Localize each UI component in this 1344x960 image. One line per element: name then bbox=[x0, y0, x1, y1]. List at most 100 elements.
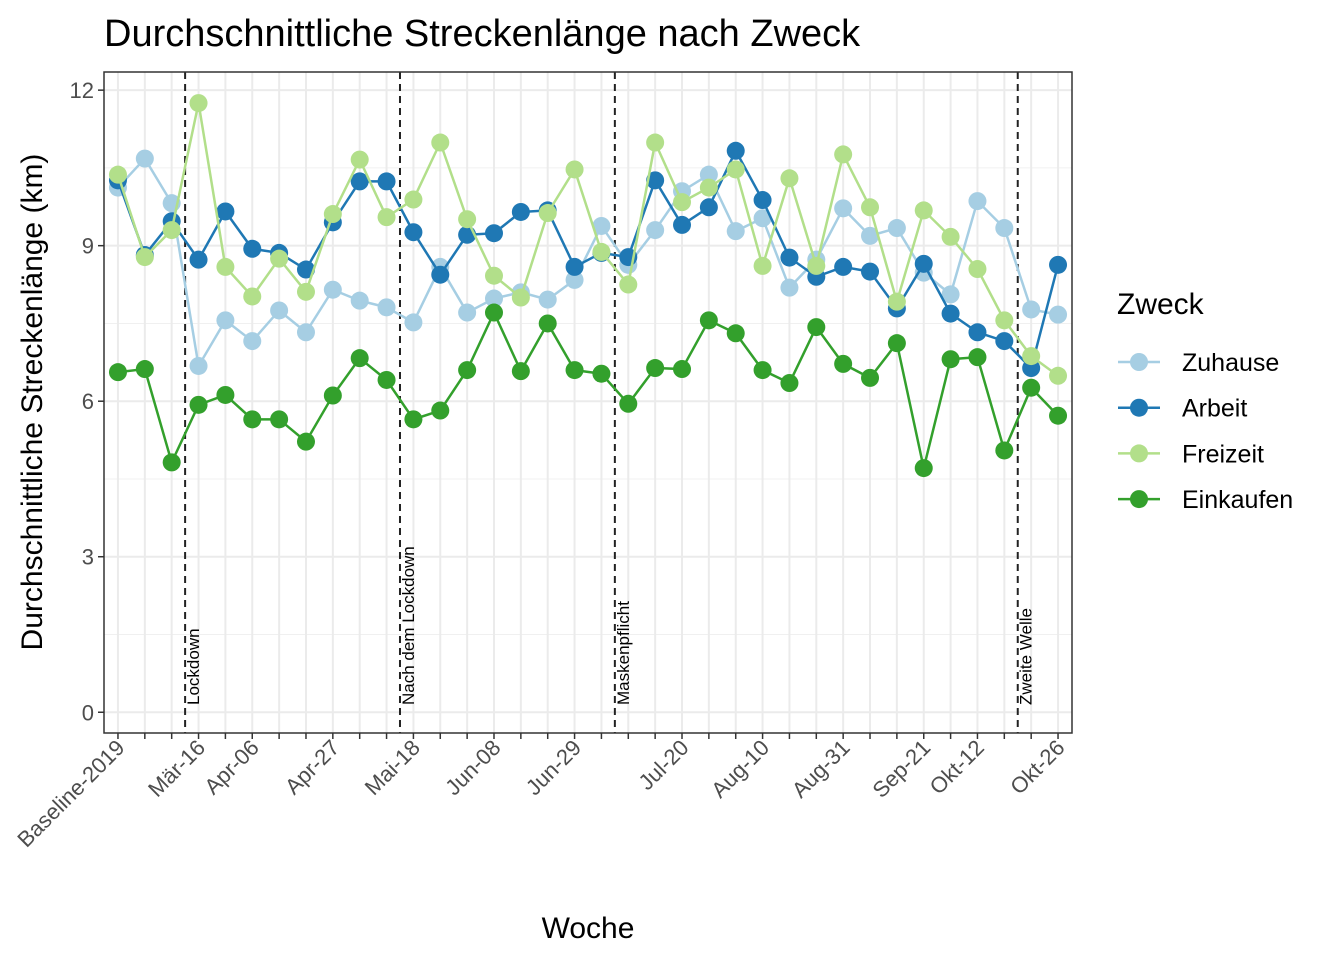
x-tick-label: Aug-10 bbox=[706, 735, 774, 803]
data-point bbox=[511, 362, 530, 381]
data-point bbox=[458, 361, 477, 380]
data-point bbox=[968, 348, 987, 367]
data-point bbox=[243, 239, 262, 258]
x-axis-label: Woche bbox=[542, 912, 635, 945]
data-point bbox=[673, 193, 692, 212]
data-point bbox=[726, 141, 745, 160]
data-point bbox=[941, 227, 960, 246]
data-point bbox=[834, 145, 853, 164]
x-tick-label: Mär-16 bbox=[143, 735, 210, 802]
data-point bbox=[162, 453, 181, 472]
data-point bbox=[699, 311, 718, 330]
x-tick-label: Aug-31 bbox=[787, 735, 855, 803]
data-point bbox=[995, 311, 1014, 330]
data-point bbox=[941, 350, 960, 369]
data-point bbox=[296, 260, 315, 279]
annotation-label: Lockdown bbox=[184, 628, 203, 705]
data-point bbox=[646, 133, 665, 152]
data-point bbox=[995, 219, 1014, 238]
data-point bbox=[189, 94, 208, 113]
data-point bbox=[377, 172, 396, 191]
data-point bbox=[404, 190, 423, 209]
data-point bbox=[108, 363, 127, 382]
data-point bbox=[511, 202, 530, 221]
data-point bbox=[243, 410, 262, 429]
data-point bbox=[1022, 378, 1041, 397]
legend-key-point bbox=[1130, 398, 1148, 417]
data-point bbox=[753, 209, 772, 228]
data-point bbox=[484, 224, 503, 243]
data-point bbox=[538, 204, 557, 223]
data-point bbox=[296, 323, 315, 342]
data-point bbox=[350, 349, 369, 368]
y-tick-label: 6 bbox=[82, 389, 94, 414]
x-tick-label: Jun-29 bbox=[521, 735, 586, 800]
data-point bbox=[780, 278, 799, 297]
data-point bbox=[216, 257, 235, 276]
data-point bbox=[484, 266, 503, 285]
data-point bbox=[296, 282, 315, 301]
data-point bbox=[699, 178, 718, 197]
x-tick-label: Okt-12 bbox=[925, 735, 989, 799]
data-point bbox=[968, 323, 987, 342]
data-point bbox=[189, 250, 208, 269]
data-point bbox=[726, 222, 745, 241]
annotation-label: Nach dem Lockdown bbox=[399, 546, 418, 705]
data-point bbox=[350, 172, 369, 191]
data-point bbox=[458, 210, 477, 229]
data-point bbox=[323, 205, 342, 224]
data-point bbox=[458, 303, 477, 322]
data-point bbox=[565, 257, 584, 276]
data-point bbox=[861, 262, 880, 281]
data-point bbox=[404, 223, 423, 242]
data-point bbox=[592, 216, 611, 235]
x-tick-label: Sep-21 bbox=[867, 735, 935, 803]
data-point bbox=[1049, 255, 1068, 274]
data-point bbox=[431, 265, 450, 284]
data-point bbox=[887, 292, 906, 311]
x-tick-label: Okt-26 bbox=[1005, 735, 1069, 799]
data-point bbox=[592, 364, 611, 383]
data-point bbox=[780, 248, 799, 267]
data-point bbox=[216, 311, 235, 330]
data-point bbox=[753, 191, 772, 210]
data-point bbox=[673, 215, 692, 234]
data-point bbox=[404, 410, 423, 429]
data-point bbox=[1049, 305, 1068, 324]
data-point bbox=[538, 314, 557, 333]
data-point bbox=[377, 208, 396, 227]
data-point bbox=[834, 199, 853, 218]
data-point bbox=[619, 275, 638, 294]
data-point bbox=[565, 160, 584, 179]
data-point bbox=[135, 149, 154, 168]
data-point bbox=[887, 219, 906, 238]
y-tick-label: 9 bbox=[82, 234, 94, 259]
data-point bbox=[699, 198, 718, 217]
data-point bbox=[270, 410, 289, 429]
data-point bbox=[270, 301, 289, 320]
data-point bbox=[377, 298, 396, 317]
data-point bbox=[673, 360, 692, 379]
annotation-label: Zweite Welle bbox=[1017, 608, 1036, 705]
x-tick-label: Jun-08 bbox=[440, 735, 505, 800]
data-point bbox=[995, 441, 1014, 460]
data-point bbox=[484, 303, 503, 322]
data-point bbox=[431, 401, 450, 420]
data-point bbox=[887, 334, 906, 353]
legend-label: Einkaufen bbox=[1182, 486, 1293, 514]
legend-key-point bbox=[1130, 353, 1148, 371]
data-point bbox=[646, 171, 665, 190]
data-point bbox=[511, 288, 530, 307]
data-point bbox=[565, 270, 584, 289]
legend-label: Arbeit bbox=[1182, 395, 1247, 423]
data-point bbox=[243, 287, 262, 306]
data-point bbox=[135, 360, 154, 379]
data-point bbox=[941, 304, 960, 323]
data-point bbox=[914, 201, 933, 220]
data-point bbox=[1022, 300, 1041, 319]
data-point bbox=[861, 368, 880, 387]
data-point bbox=[350, 150, 369, 169]
chart-title: Durchschnittliche Streckenlänge nach Zwe… bbox=[104, 13, 861, 55]
data-point bbox=[1022, 347, 1041, 366]
